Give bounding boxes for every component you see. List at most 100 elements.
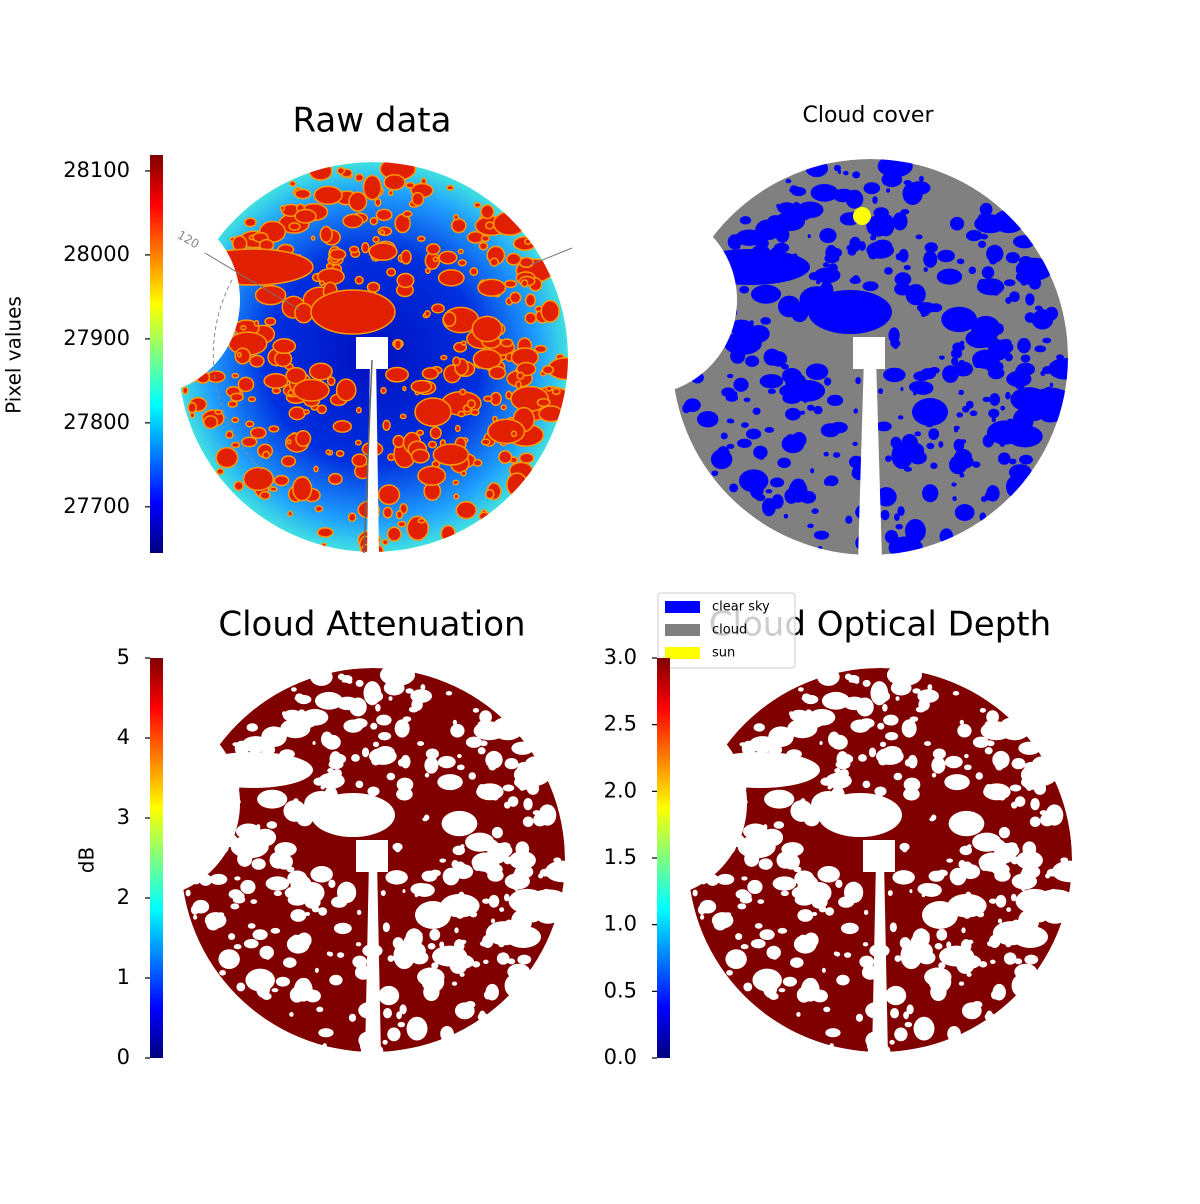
sky-blob	[336, 881, 357, 904]
sky-blob	[483, 990, 493, 1000]
sky-blob	[524, 312, 537, 325]
sky-blob	[903, 777, 921, 792]
sky-blob	[343, 719, 364, 733]
sky-blob	[860, 353, 880, 367]
sky-blob	[240, 879, 256, 895]
sky-blob	[773, 821, 785, 829]
sky-blob	[450, 723, 465, 738]
sky-blob	[425, 748, 439, 760]
tick-label: 2.5	[604, 712, 637, 736]
sky-blob	[1000, 338, 1012, 347]
sky-blob	[439, 858, 447, 863]
sky-blob	[1045, 386, 1052, 392]
sky-blob	[909, 716, 919, 722]
sky-blob	[717, 818, 728, 827]
sky-blob	[292, 378, 330, 402]
sky-blob	[966, 972, 972, 977]
sky-blob	[958, 981, 965, 986]
sky-blob	[387, 955, 395, 962]
sky-blob	[236, 982, 246, 992]
sky-blob	[802, 806, 821, 827]
sky-blob	[392, 434, 405, 449]
sky-blob	[1041, 900, 1055, 909]
sky-blob	[1005, 391, 1011, 400]
sky-blob	[734, 792, 744, 801]
sky-blob	[460, 844, 465, 849]
sky-blob	[909, 889, 913, 894]
sky-blob	[314, 505, 324, 513]
sky-blob	[976, 278, 1005, 296]
sky-blob	[741, 422, 749, 428]
sky-blob	[217, 912, 225, 917]
sky-blob	[706, 874, 720, 886]
sky-blob	[744, 851, 760, 867]
sky-blob	[885, 732, 899, 741]
sky-blob	[923, 250, 938, 268]
sky-blob	[819, 228, 837, 244]
sky-blob	[294, 188, 312, 200]
sky-blob	[1014, 958, 1023, 965]
sky-blob	[376, 714, 392, 726]
guide-arc	[212, 279, 263, 471]
sky-blob	[429, 426, 442, 440]
sky-blob	[986, 740, 995, 747]
sky-blob	[914, 431, 922, 437]
sky-blob	[750, 938, 766, 949]
sky-blob	[972, 736, 990, 748]
sky-blob	[282, 711, 286, 716]
sky-blob	[368, 242, 398, 261]
sky-blob	[783, 513, 789, 519]
sky-blob	[259, 491, 271, 500]
annotation: 120	[175, 228, 202, 252]
sky-blob	[796, 1012, 801, 1017]
sky-blob	[737, 903, 747, 910]
sky-blob	[834, 767, 841, 774]
sky-blob	[327, 767, 334, 774]
sky-blob	[410, 883, 431, 896]
sky-blob	[469, 267, 479, 277]
sky-blob	[1029, 743, 1036, 749]
sky-blob	[271, 988, 279, 993]
sky-blob	[936, 928, 948, 941]
sky-blob	[329, 974, 343, 986]
sky-blob	[797, 727, 809, 736]
sky-blob	[1006, 842, 1018, 850]
sky-blob	[931, 756, 946, 774]
sky-blob	[939, 761, 944, 767]
sky-blob	[457, 259, 467, 267]
sky-blob	[487, 869, 504, 882]
sky-blob	[928, 428, 940, 440]
sky-blob	[421, 971, 445, 993]
sky-blob	[817, 866, 840, 883]
sky-blob	[944, 755, 963, 769]
tick-label: 3.0	[604, 645, 637, 669]
sky-blob	[1016, 372, 1023, 380]
sky-blob	[778, 988, 786, 993]
sky-blob	[519, 783, 526, 791]
sky-blob	[423, 814, 430, 821]
sky-blob	[362, 174, 382, 201]
sky-blob	[852, 275, 860, 283]
sky-blob	[410, 379, 433, 394]
sky-blob	[711, 470, 719, 477]
sky-blob	[814, 267, 841, 284]
sky-blob	[1021, 875, 1029, 882]
sky-blob	[318, 280, 325, 287]
sky-blob	[504, 974, 526, 998]
sky-blob	[905, 283, 926, 306]
sky-blob	[727, 373, 734, 379]
sky-blob	[972, 1000, 983, 1009]
sky-blob	[820, 423, 841, 438]
sky-blob	[509, 291, 522, 304]
sky-blob	[314, 691, 343, 710]
sky-blob	[949, 216, 965, 231]
sky-blob	[766, 215, 785, 230]
sky-blob	[327, 472, 343, 486]
sky-blob	[457, 764, 465, 771]
sky-blob	[460, 340, 467, 346]
sky-blob	[778, 304, 789, 313]
sky-blob	[488, 894, 500, 908]
sky-blob	[368, 747, 397, 765]
sky-blob	[671, 378, 677, 384]
